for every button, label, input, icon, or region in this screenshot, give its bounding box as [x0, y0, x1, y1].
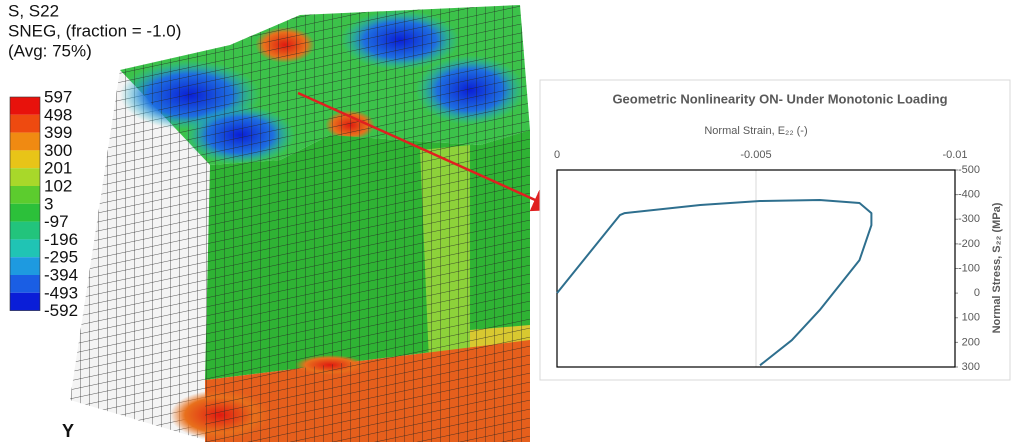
legend-level: 201 — [44, 159, 72, 178]
legend-level: -592 — [44, 301, 78, 320]
y-tick-label: -100 — [958, 262, 980, 274]
legend-level: 3 — [44, 194, 53, 213]
screenshot: S, S22 SNEG, (fraction = -1.0) (Avg: 75%… — [0, 0, 1021, 442]
legend-level: -493 — [44, 283, 78, 302]
y-tick-label: -500 — [958, 164, 980, 176]
legend-line: (Avg: 75%) — [8, 41, 92, 60]
legend-level: 102 — [44, 176, 72, 195]
y-tick-label: 100 — [962, 312, 980, 324]
y-tick-label: 300 — [962, 361, 980, 373]
page: {"contour_legend": {"lines": ["S, S22", … — [0, 0, 1021, 442]
legend-level: 399 — [44, 123, 72, 142]
x-axis-label: Normal Strain, E₂₂ (-) — [704, 125, 807, 137]
y-tick-label: 200 — [962, 336, 980, 348]
x-tick-label: -0.01 — [942, 149, 967, 161]
y-axis-label: Normal Stress, S₂₂ (MPa) — [991, 202, 1003, 333]
y-tick-label: -400 — [958, 189, 980, 201]
legend-level: 597 — [44, 87, 72, 106]
chart-title: Geometric Nonlinearity ON- Under Monoton… — [612, 91, 947, 106]
y-tick-label: -200 — [958, 238, 980, 250]
legend-level: -196 — [44, 230, 78, 249]
axis-triad-label: Y — [62, 421, 74, 441]
legend-level: 498 — [44, 105, 72, 124]
fea-model — [70, 5, 553, 442]
legend-line: SNEG, (fraction = -1.0) — [8, 21, 181, 40]
y-tick-label: -300 — [958, 213, 980, 225]
y-tick-label: 0 — [974, 287, 980, 299]
legend-level: 300 — [44, 141, 72, 160]
legend-line: S, S22 — [8, 1, 59, 20]
legend-level: -394 — [44, 265, 78, 284]
x-tick-label: -0.005 — [740, 149, 771, 161]
legend-level: -97 — [44, 212, 69, 231]
legend-level: -295 — [44, 248, 78, 267]
x-tick-label: 0 — [554, 149, 560, 161]
